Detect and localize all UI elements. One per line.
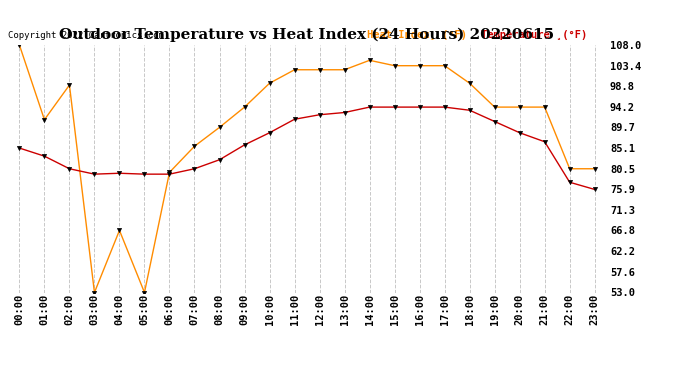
Text: Copyright 2022 Cartronics.com: Copyright 2022 Cartronics.com xyxy=(8,31,164,40)
Text: Heat Index¸ (°F): Heat Index¸ (°F) xyxy=(367,30,467,40)
Text: Temperature ¸(°F): Temperature ¸(°F) xyxy=(481,30,587,40)
Title: Outdoor Temperature vs Heat Index (24 Hours) 20220615: Outdoor Temperature vs Heat Index (24 Ho… xyxy=(59,28,555,42)
